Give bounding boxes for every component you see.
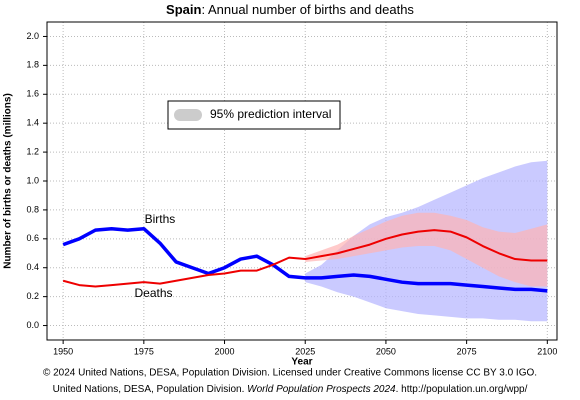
x-tick-label: 2050: [376, 346, 396, 356]
y-tick-label: 2.0: [26, 31, 39, 41]
x-tick-label: 1975: [134, 346, 154, 356]
x-tick-label: 2000: [215, 346, 235, 356]
chart-title: Spain: Annual number of births and death…: [166, 2, 414, 17]
y-tick-label: 0.6: [26, 233, 39, 243]
y-tick-label: 1.4: [26, 118, 39, 128]
series-label: Births: [145, 212, 176, 226]
footer-line: © 2024 United Nations, DESA, Population …: [43, 368, 537, 379]
footer-text: United Nations, DESA, Population Divisio…: [53, 384, 248, 395]
series-label: Deaths: [135, 286, 173, 300]
x-tick-label: 1950: [53, 346, 73, 356]
x-tick-label: 2075: [457, 346, 477, 356]
series-line: [62, 229, 548, 288]
x-axis-label: Year: [291, 357, 312, 368]
x-tick-label: 2100: [537, 346, 557, 356]
y-tick-label: 1.8: [26, 60, 39, 70]
y-tick-label: 0.0: [26, 320, 39, 330]
legend-swatch: [174, 109, 202, 121]
series-line: [62, 226, 548, 293]
footer-text: World Population Prospects 2024: [247, 384, 396, 395]
plot-frame: [46, 21, 558, 341]
prediction-band: [305, 212, 548, 287]
y-tick-label: 1.0: [26, 175, 39, 185]
title-country: Spain: [166, 2, 201, 17]
y-tick-label: 0.4: [26, 262, 39, 272]
y-tick-label: 0.2: [26, 291, 39, 301]
y-tick-label: 1.6: [26, 89, 39, 99]
footer-text: . http://population.un.org/wpp/: [396, 384, 528, 395]
footer-line: United Nations, DESA, Population Divisio…: [53, 384, 528, 395]
y-axis-label: Number of births or deaths (millions): [3, 93, 14, 269]
x-tick-label: 2025: [295, 346, 315, 356]
title-text: : Annual number of births and deaths: [201, 2, 414, 17]
legend-label: 95% prediction interval: [210, 107, 331, 121]
y-tick-label: 0.8: [26, 204, 39, 214]
y-tick-label: 1.2: [26, 146, 39, 156]
